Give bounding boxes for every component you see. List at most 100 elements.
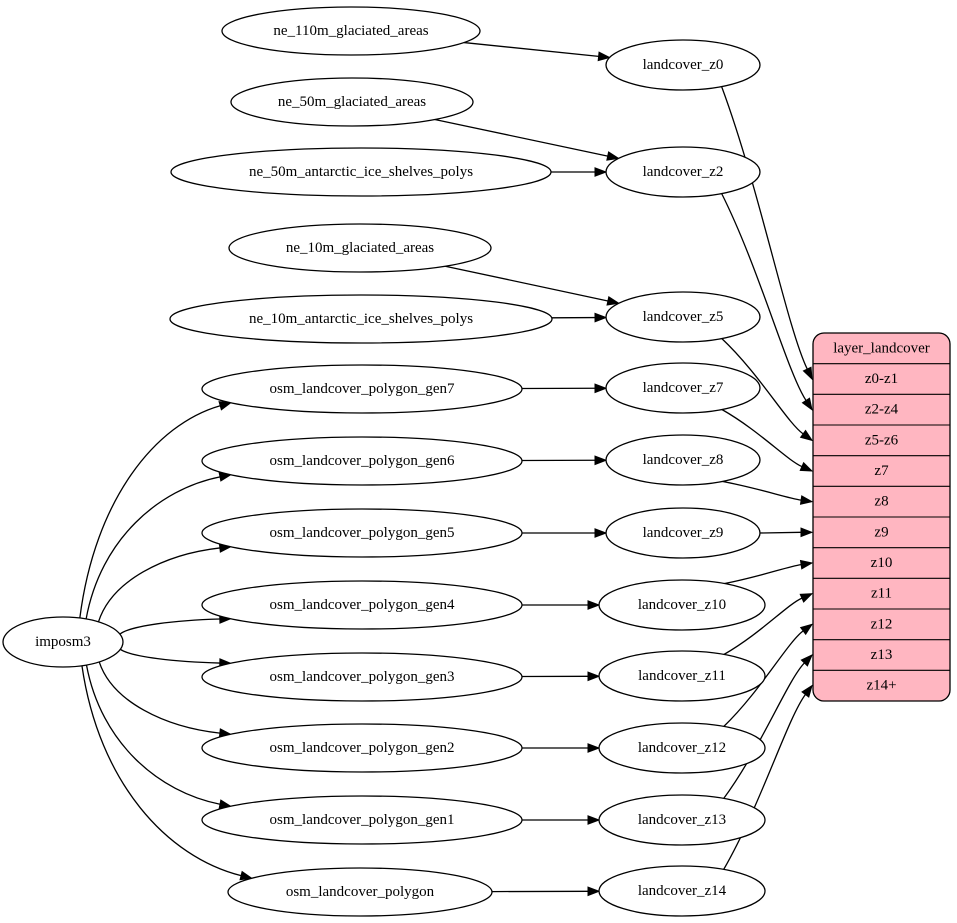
table-row-z7: z7 (874, 463, 889, 479)
node-landcover_z12-shape (598, 722, 766, 774)
arrowhead-landcover_z0-z0-z1 (802, 366, 813, 381)
edge-ne_110m_glaciated_areas-landcover_z0 (463, 41, 599, 58)
arrowhead-landcover_z7-z7 (799, 461, 814, 472)
node-ne_10m_glaciated_areas: ne_10m_glaciated_areas (228, 223, 492, 273)
node-osm_landcover_polygon_gen7: osm_landcover_polygon_gen7 (201, 364, 523, 414)
node-landcover_z7-shape (605, 362, 761, 414)
arrowhead-osm_landcover_polygon_gen7-landcover_z7 (594, 383, 608, 394)
node-landcover_z0-label: landcover_z0 (643, 57, 724, 73)
edge-landcover_z7-z7 (721, 408, 803, 468)
table-header-label: layer_landcover (833, 340, 930, 356)
edge-imposm3-osm_landcover_polygon (81, 665, 242, 877)
edge-imposm3-osm_landcover_polygon_gen6 (85, 476, 221, 620)
arrowhead-osm_landcover_polygon_gen1-landcover_z13 (587, 815, 601, 825)
node-landcover_z8: landcover_z8 (605, 434, 761, 486)
arrowhead-landcover_z8-z8 (799, 495, 814, 505)
node-osm_landcover_polygon: osm_landcover_polygon (227, 867, 493, 917)
node-osm_landcover_polygon-shape (227, 867, 493, 917)
arrowhead-osm_landcover_polygon_gen4-landcover_z10 (587, 600, 601, 610)
node-landcover_z10-label: landcover_z10 (638, 597, 726, 613)
node-landcover_z0-shape (605, 39, 761, 91)
node-landcover_z13-shape (598, 794, 766, 846)
edge-landcover_z9-z9 (759, 531, 802, 534)
node-landcover_z11-shape (598, 650, 766, 702)
node-ne_110m_glaciated_areas-shape (221, 6, 481, 56)
edge-landcover_z8-z8 (721, 480, 802, 501)
arrowhead-landcover_z2-z2-z4 (801, 397, 813, 411)
node-osm_landcover_polygon_gen6: osm_landcover_polygon_gen6 (201, 436, 523, 486)
node-ne_10m_glaciated_areas-shape (228, 223, 492, 273)
node-osm_landcover_polygon-label: osm_landcover_polygon (286, 884, 435, 900)
node-osm_landcover_polygon_gen1-shape (201, 795, 523, 845)
edge-imposm3-osm_landcover_polygon_gen7 (79, 405, 221, 619)
edge-landcover_z0-z0-z1 (720, 86, 808, 370)
node-landcover_z12: landcover_z12 (598, 722, 766, 774)
node-osm_landcover_polygon_gen2-shape (201, 723, 523, 773)
node-osm_landcover_polygon_gen6-label: osm_landcover_polygon_gen6 (270, 453, 455, 469)
node-ne_50m_antarctic_ice_shelves_polys-shape (170, 147, 552, 197)
arrowhead-landcover_z13-z13 (800, 653, 813, 667)
node-osm_landcover_polygon_gen2-label: osm_landcover_polygon_gen2 (270, 740, 455, 756)
edge-landcover_z12-z12 (723, 630, 804, 728)
node-osm_landcover_polygon_gen4: osm_landcover_polygon_gen4 (201, 580, 523, 630)
arrowhead-imposm3-osm_landcover_polygon_gen7 (218, 401, 233, 411)
table-layer-landcover: layer_landcover z0-z1 z2-z4 z5-z6 z7 z8 z9 z10 z… (812, 332, 951, 702)
edge-ne_10m_glaciated_areas-landcover_z5 (445, 265, 609, 302)
node-ne_50m_glaciated_areas-shape (230, 77, 474, 127)
node-landcover_z13-label: landcover_z13 (638, 812, 726, 828)
node-ne_10m_glaciated_areas-label: ne_10m_glaciated_areas (286, 240, 434, 256)
arrowhead-landcover_z5-z5-z6 (799, 429, 814, 442)
node-osm_landcover_polygon_gen4-label: osm_landcover_polygon_gen4 (270, 597, 455, 613)
node-osm_landcover_polygon_gen3: osm_landcover_polygon_gen3 (201, 652, 523, 702)
node-ne_50m_glaciated_areas-label: ne_50m_glaciated_areas (278, 94, 426, 110)
table-row-z12: z12 (871, 616, 893, 632)
node-osm_landcover_polygon_gen5-shape (201, 508, 523, 558)
arrowhead-landcover_z9-z9 (800, 527, 814, 538)
node-landcover_z12-label: landcover_z12 (638, 740, 726, 756)
table-row-z0-z1: z0-z1 (865, 371, 898, 387)
node-imposm3: imposm3 (2, 616, 124, 668)
node-landcover_z0: landcover_z0 (605, 39, 761, 91)
node-ne_10m_antarctic_ice_shelves_polys-shape (169, 294, 553, 344)
table-row-z2-z4: z2-z4 (865, 402, 899, 418)
edge-imposm3-osm_landcover_polygon_gen2 (98, 661, 220, 734)
arrowhead-landcover_z12-z12 (799, 623, 814, 636)
edge-ne_50m_glaciated_areas-landcover_z2 (434, 118, 608, 157)
node-ne_50m_antarctic_ice_shelves_polys-label: ne_50m_antarctic_ice_shelves_polys (249, 164, 473, 180)
node-landcover_z5: landcover_z5 (605, 291, 761, 343)
edge-landcover_z10-z10 (723, 563, 802, 585)
arrowhead-osm_landcover_polygon-landcover_z14 (587, 886, 601, 897)
node-osm_landcover_polygon_gen3-shape (201, 652, 523, 702)
node-osm_landcover_polygon_gen5: osm_landcover_polygon_gen5 (201, 508, 523, 558)
edge-landcover_z11-z11 (723, 597, 803, 656)
node-landcover_z10-shape (598, 579, 766, 631)
node-landcover_z14: landcover_z14 (598, 865, 766, 917)
arrowhead-osm_landcover_polygon_gen2-landcover_z12 (587, 743, 601, 753)
edge-imposm3-osm_landcover_polygon_gen5 (97, 547, 220, 623)
node-landcover_z2-shape (605, 146, 761, 198)
node-ne_50m_glaciated_areas: ne_50m_glaciated_areas (230, 77, 474, 127)
node-landcover_z13: landcover_z13 (598, 794, 766, 846)
arrowhead-ne_10m_glaciated_areas-landcover_z5 (606, 296, 621, 306)
node-ne_10m_antarctic_ice_shelves_polys-label: ne_10m_antarctic_ice_shelves_polys (249, 311, 473, 327)
arrowhead-landcover_z14-z14+ (801, 684, 813, 698)
node-landcover_z5-shape (605, 291, 761, 343)
node-landcover_z9: landcover_z9 (605, 507, 761, 559)
node-osm_landcover_polygon_gen3-label: osm_landcover_polygon_gen3 (270, 669, 455, 685)
table-row-z8: z8 (874, 494, 888, 510)
arrowhead-ne_110m_glaciated_areas-landcover_z0 (597, 51, 611, 62)
edge-imposm3-osm_landcover_polygon_gen1 (85, 664, 221, 805)
edge-landcover_z5-z5-z6 (721, 337, 804, 435)
node-imposm3-shape (2, 616, 124, 668)
edge-landcover_z13-z13 (722, 662, 805, 800)
node-landcover_z8-label: landcover_z8 (643, 452, 724, 468)
arrowhead-ne_10m_antarctic_ice_shelves_polys-landcover_z5 (594, 312, 608, 323)
node-ne_110m_glaciated_areas-label: ne_110m_glaciated_areas (273, 23, 428, 39)
table-row-z13: z13 (871, 647, 893, 663)
table-row-z11: z11 (871, 586, 892, 602)
arrowhead-osm_landcover_polygon_gen5-landcover_z9 (594, 528, 608, 538)
arrowhead-landcover_z10-z10 (799, 559, 814, 570)
arrowhead-osm_landcover_polygon_gen6-landcover_z8 (594, 455, 608, 466)
